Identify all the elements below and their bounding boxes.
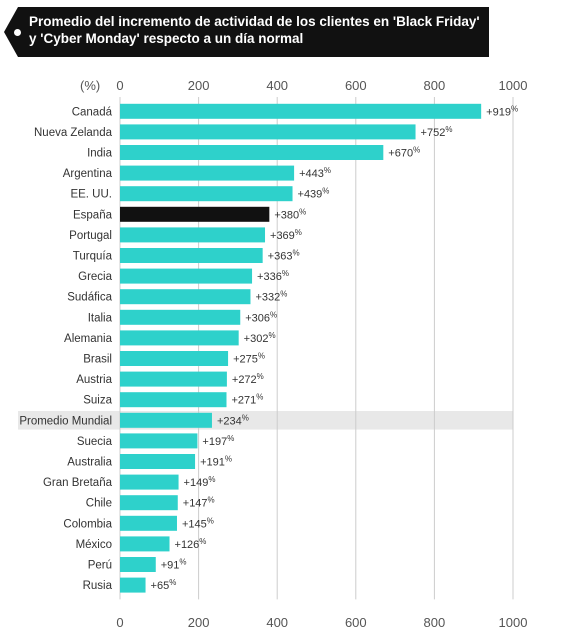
x-tick-label-top: 0 [116,78,123,93]
value-label: +126% [175,537,207,551]
bar [120,206,270,222]
category-label: Suiza [83,395,112,407]
category-label: Gran Bretaña [43,477,113,489]
x-tick-label-top: 200 [188,78,210,93]
category-label: México [76,539,112,551]
x-tick-label-bottom: 0 [116,615,123,630]
bar [120,557,156,572]
value-label: +147% [183,496,215,510]
bar [120,412,212,428]
category-label: Sudáfica [67,292,112,304]
value-label: +65% [151,578,177,592]
x-tick-label-bottom: 200 [188,615,210,630]
value-label: +369% [270,228,302,242]
bar [120,124,416,140]
bar [120,165,295,181]
value-label: +752% [421,125,453,139]
category-label: Nueva Zelanda [34,127,113,139]
axis-unit-label: (%) [80,78,100,93]
value-label: +275% [233,352,265,366]
bar [120,268,253,284]
bar [120,309,241,325]
x-tick-label-top: 600 [345,78,367,93]
category-label: India [87,148,113,160]
category-label: Suecia [77,436,113,448]
value-label: +363% [268,249,300,263]
bar [120,351,229,366]
category-label: Italia [88,312,113,324]
x-tick-label-top: 1000 [499,78,528,93]
bar [120,227,266,243]
bar [120,392,227,408]
category-label: Colombia [63,518,112,530]
chart-title: Promedio del incremento de actividad de … [29,14,480,46]
bar [120,371,227,387]
value-label: +302% [244,331,276,345]
category-label: Argentina [63,168,113,180]
category-label: Australia [67,457,112,469]
value-label: +272% [232,372,264,386]
x-tick-label-bottom: 400 [266,615,288,630]
category-label: Chile [86,498,112,510]
category-label: EE. UU. [70,189,112,201]
bar [120,330,239,346]
category-label: Portugal [69,230,112,242]
x-tick-label-top: 800 [424,78,446,93]
bar [120,289,251,305]
bar [120,515,177,531]
category-label: Grecia [78,271,112,283]
value-label: +191% [200,455,232,469]
bar [120,577,146,593]
category-label: Perú [88,560,112,572]
value-label: +197% [202,434,234,448]
x-tick-label-bottom: 800 [424,615,446,630]
x-tick-label-bottom: 600 [345,615,367,630]
bar [120,536,170,552]
x-tick-label-bottom: 1000 [499,615,528,630]
value-label: +439% [298,187,330,201]
category-label: Austria [76,374,112,386]
value-label: +919% [486,104,518,118]
value-label: +670% [388,146,420,160]
value-label: +91% [161,558,187,572]
bar [120,103,482,119]
bullet-icon [14,29,21,36]
category-label: Rusia [83,580,113,592]
value-label: +332% [255,290,287,304]
value-label: +149% [184,475,216,489]
value-label: +443% [299,166,331,180]
bar [120,495,178,511]
chart-title-banner [4,7,489,57]
category-label: Turquía [73,251,113,263]
bar [120,433,198,449]
bar [120,186,293,202]
bar [120,145,384,160]
category-label: Alemania [64,333,113,345]
value-label: +271% [232,393,264,407]
category-label: Brasil [83,354,112,366]
x-tick-label-top: 400 [266,78,288,93]
bar [120,474,179,490]
value-label: +145% [182,516,214,530]
category-label: España [73,209,113,221]
bar [120,248,263,263]
category-label: Canadá [72,106,113,118]
value-label: +380% [274,207,306,221]
value-label: +336% [257,269,289,283]
bar [120,454,196,469]
value-label: +306% [245,310,277,324]
category-label: Promedio Mundial [19,415,112,427]
value-label: +234% [217,413,249,427]
